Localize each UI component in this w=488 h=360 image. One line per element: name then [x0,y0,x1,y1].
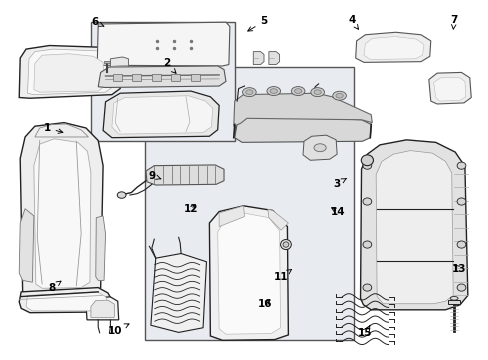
Text: 12: 12 [183,204,198,215]
Polygon shape [26,292,108,311]
Polygon shape [151,253,206,332]
Ellipse shape [245,90,252,94]
Ellipse shape [456,198,465,205]
Ellipse shape [449,297,457,300]
Ellipse shape [280,239,291,249]
Text: 16: 16 [258,299,272,309]
Text: 1: 1 [43,123,63,133]
Bar [144,67,353,339]
Polygon shape [355,32,430,62]
Text: 8: 8 [48,281,61,293]
Polygon shape [19,45,122,98]
Polygon shape [19,209,34,282]
Text: 15: 15 [357,326,372,338]
Polygon shape [91,300,114,318]
Bar [152,74,160,81]
Polygon shape [447,300,459,304]
Ellipse shape [269,89,277,93]
Polygon shape [267,210,288,230]
Polygon shape [268,51,279,64]
Ellipse shape [294,89,301,93]
Ellipse shape [362,162,371,169]
Text: 7: 7 [449,15,457,29]
Polygon shape [433,77,465,101]
Ellipse shape [362,284,371,291]
Ellipse shape [313,144,325,152]
Polygon shape [34,139,91,288]
Polygon shape [97,22,229,66]
Polygon shape [233,93,371,126]
Bar [104,60,110,63]
Polygon shape [103,91,219,138]
Bar [113,74,122,81]
Polygon shape [146,165,224,185]
Text: 10: 10 [108,324,129,336]
Polygon shape [110,57,128,74]
Text: 14: 14 [330,207,345,217]
Ellipse shape [117,192,126,198]
Polygon shape [112,96,212,134]
Text: 11: 11 [273,270,291,282]
Ellipse shape [310,87,324,96]
Polygon shape [27,49,114,95]
Text: 2: 2 [163,58,176,73]
Polygon shape [20,123,103,298]
Polygon shape [96,216,105,280]
Polygon shape [34,54,104,92]
Ellipse shape [242,87,256,96]
Polygon shape [363,37,423,59]
Ellipse shape [456,284,465,291]
Ellipse shape [291,87,305,95]
Ellipse shape [335,93,343,98]
Polygon shape [303,135,336,160]
Text: 4: 4 [347,15,358,29]
Polygon shape [98,66,225,87]
Bar [171,74,180,81]
Text: 13: 13 [451,264,466,274]
Bar [132,74,141,81]
Bar [91,22,234,140]
Polygon shape [375,150,452,304]
Text: 9: 9 [148,171,161,181]
Polygon shape [19,288,112,313]
Polygon shape [219,206,244,226]
Text: 6: 6 [91,17,103,27]
Ellipse shape [456,162,465,169]
Ellipse shape [362,198,371,205]
Ellipse shape [283,242,288,247]
Polygon shape [253,51,264,64]
Polygon shape [360,140,467,310]
Ellipse shape [361,155,373,166]
Polygon shape [209,206,288,340]
Ellipse shape [362,241,371,248]
Ellipse shape [313,90,321,94]
Polygon shape [234,116,370,142]
Ellipse shape [456,241,465,248]
Ellipse shape [266,87,280,95]
Ellipse shape [332,91,346,100]
Text: 3: 3 [333,179,346,189]
Polygon shape [428,72,470,104]
Text: 5: 5 [247,17,267,31]
Bar [190,74,199,81]
Polygon shape [217,213,280,334]
Polygon shape [86,297,119,320]
